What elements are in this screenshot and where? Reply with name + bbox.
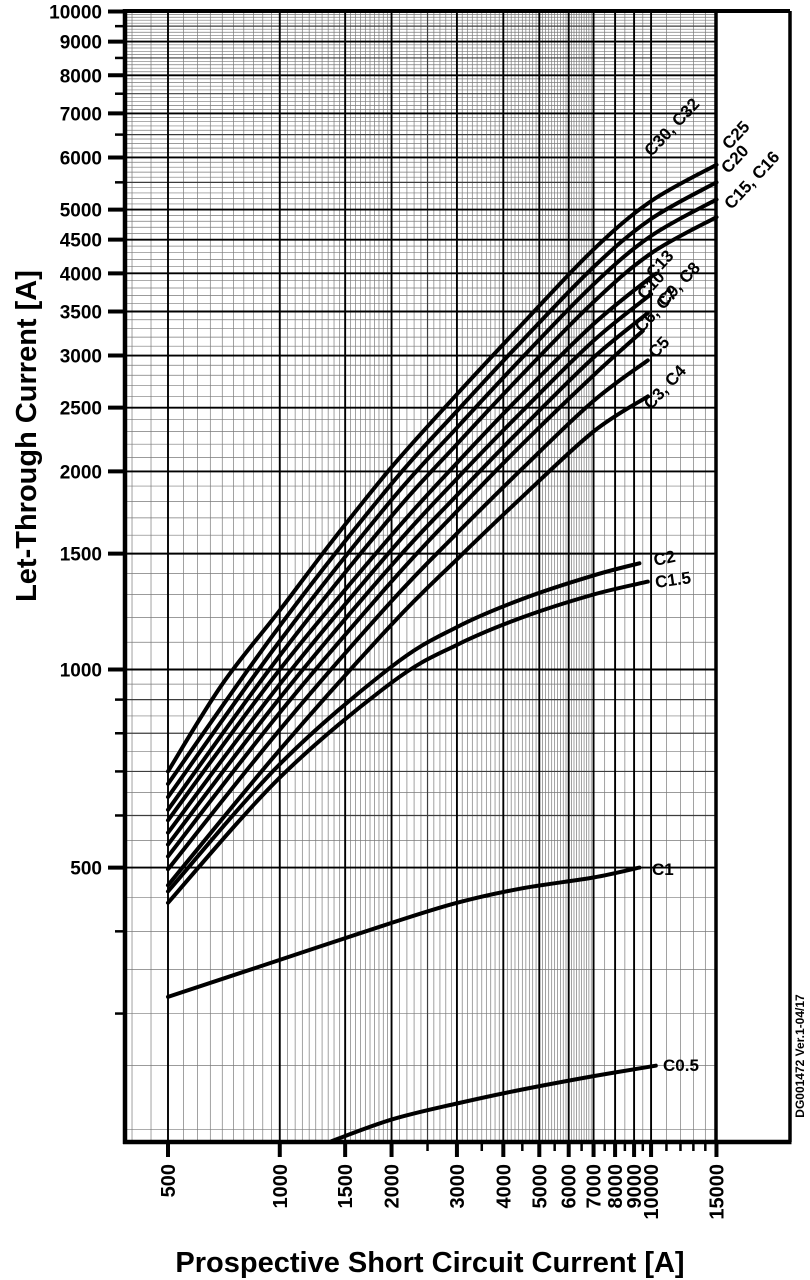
- curve-label: C1: [652, 860, 674, 879]
- axis-ticks: [108, 9, 719, 1157]
- y-axis-title: Let-Through Current [A]: [11, 270, 43, 602]
- y-tick-label: 9000: [60, 33, 102, 54]
- y-tick-label: 1000: [60, 661, 102, 682]
- x-axis-title: Prospective Short Circuit Current [A]: [175, 1247, 684, 1279]
- y-tick-label: 8000: [60, 66, 102, 87]
- curve-c2: [166, 561, 642, 894]
- x-tick-label: 1000: [270, 1164, 292, 1209]
- y-tick-label: 500: [70, 859, 102, 880]
- x-tick-label: 1500: [335, 1164, 357, 1209]
- minor-gridlines: [125, 11, 716, 1142]
- x-tick-labels: 500 1000 1500 2000 3000 4000 5000 6000 7000 80009…: [158, 1164, 728, 1220]
- y-tick-label: 2000: [60, 462, 102, 483]
- x-tick-label: 9000: [624, 1164, 646, 1209]
- curve-c5: [166, 358, 650, 872]
- curve-label: C2: [652, 547, 677, 570]
- curve-c20: [166, 197, 719, 799]
- curve-c25: [166, 180, 719, 786]
- curve-c10: [166, 292, 654, 835]
- curve-c9-c8: [166, 311, 650, 847]
- breaker-curves: [166, 162, 719, 1144]
- curve-label: C0.5: [663, 1056, 699, 1075]
- curve-c15-c16: [166, 215, 719, 812]
- y-tick-label: 4500: [60, 231, 102, 252]
- x-tick-label: 10000: [641, 1164, 663, 1220]
- curve-label: C30, C32: [641, 95, 704, 160]
- x-tick-label: 4000: [493, 1164, 515, 1209]
- curve-c1: [166, 865, 642, 999]
- curve-label: C3, C4: [640, 361, 690, 413]
- curve-c0-5: [329, 1063, 658, 1144]
- x-tick-label: 3000: [447, 1164, 469, 1209]
- curve-c6-c7: [166, 328, 645, 859]
- y-tick-label: 3000: [60, 347, 102, 368]
- curve-c3-c4: [166, 394, 650, 888]
- x-tick-label: 500: [158, 1164, 180, 1197]
- x-tick-label: 15000: [706, 1164, 728, 1220]
- y-tick-label: 3500: [60, 303, 102, 324]
- x-tick-label: 6000: [559, 1164, 581, 1209]
- y-tick-label: 1500: [60, 545, 102, 566]
- medium-gridlines: [125, 11, 716, 1142]
- y-tick-label: 6000: [60, 148, 102, 169]
- curve-c1-5: [166, 579, 650, 905]
- curve-c13: [166, 274, 654, 823]
- document-number-note: DG001472 Ver.1-04/17: [793, 994, 807, 1118]
- y-tick-label: 5000: [60, 201, 102, 222]
- y-tick-label: 2500: [60, 399, 102, 420]
- y-tick-label: 10000: [49, 3, 102, 24]
- curve-label: C1.5: [654, 568, 692, 592]
- x-tick-label: 2000: [382, 1164, 404, 1209]
- y-tick-label: 4000: [60, 264, 102, 285]
- x-tick-label: 5000: [529, 1164, 551, 1209]
- x-tick-label: 7000: [584, 1164, 606, 1209]
- x-tick-label: 8000: [605, 1164, 627, 1209]
- curve-c30-c32: [166, 162, 719, 774]
- y-tick-label: 7000: [60, 104, 102, 125]
- y-tick-labels: 10000 9000 8000 7000 6000 5000 4500 4000 3500 300…: [49, 3, 102, 880]
